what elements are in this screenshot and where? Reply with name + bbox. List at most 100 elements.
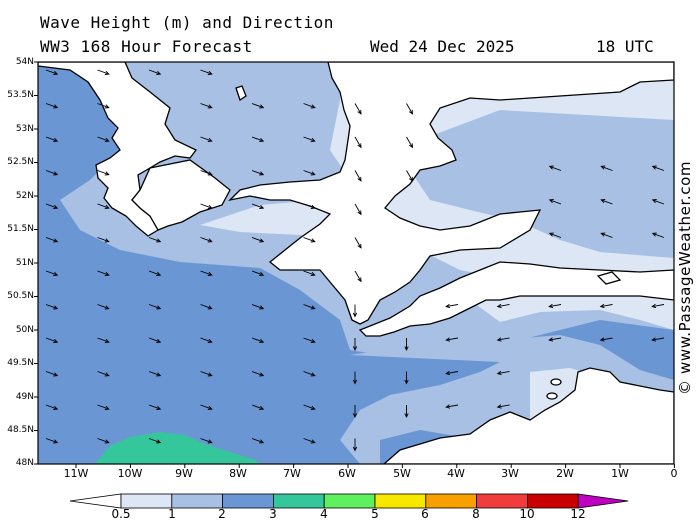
wave-direction-arrow-icon <box>548 199 562 205</box>
lon-label: 1W <box>611 467 629 480</box>
lon-label: 3W <box>501 467 519 480</box>
wave-direction-arrow-icon <box>548 165 562 171</box>
colorbar-swatch <box>527 493 579 509</box>
wave-direction-arrow-icon <box>200 203 213 209</box>
wave-direction-arrow-icon <box>200 438 213 444</box>
wave-direction-arrow-icon <box>548 232 562 238</box>
wave-direction-arrow-icon <box>352 304 358 318</box>
wave-direction-arrow-icon <box>200 170 213 176</box>
wave-direction-arrow-icon <box>354 103 362 115</box>
wave-direction-arrow-icon <box>148 270 162 276</box>
channel-island <box>546 392 558 400</box>
wave-direction-arrow-icon <box>148 337 162 343</box>
wave-direction-arrows <box>45 69 665 452</box>
wave-direction-arrow-icon <box>97 237 110 243</box>
wave-direction-arrow-icon <box>148 438 162 444</box>
wave-direction-arrow-icon <box>600 165 613 171</box>
wave-direction-arrow-icon <box>599 337 613 342</box>
wave-direction-arrow-icon <box>148 404 162 410</box>
wave-direction-arrow-icon <box>352 338 358 352</box>
wave-direction-arrow-icon <box>200 270 213 276</box>
wave-direction-arrow-icon <box>406 136 414 149</box>
wave-direction-arrow-icon <box>251 237 265 243</box>
wave-direction-arrow-icon <box>354 170 362 182</box>
lat-label: 48.5N <box>7 425 34 435</box>
wave-direction-arrow-icon <box>354 270 362 283</box>
lat-label: 52.5N <box>7 157 34 167</box>
map-title: Wave Height (m) and Direction <box>40 13 334 32</box>
wave-direction-arrow-icon <box>200 136 213 142</box>
lat-label: 49.5N <box>7 358 34 368</box>
wave-direction-arrow-icon <box>548 337 562 342</box>
lat-label: 52N <box>15 191 34 201</box>
wave-direction-arrow-icon <box>600 232 613 238</box>
wave-direction-arrow-icon <box>303 337 316 343</box>
sea-3-4m-zone <box>95 432 262 464</box>
wave-direction-arrow-icon <box>651 165 665 171</box>
wave-direction-arrow-icon <box>200 404 213 410</box>
colorbar <box>69 493 629 509</box>
wave-direction-arrow-icon <box>97 203 110 209</box>
wave-direction-arrow-icon <box>404 371 409 385</box>
lon-label: 2W <box>556 467 574 480</box>
wave-direction-arrow-icon <box>404 338 409 352</box>
wave-direction-arrow-icon <box>599 303 613 309</box>
wave-direction-arrow-icon <box>303 304 316 310</box>
wave-direction-arrow-icon <box>354 237 362 249</box>
lat-label: 53.5N <box>7 90 34 100</box>
land-masses <box>38 62 674 464</box>
wave-direction-arrow-icon <box>303 371 316 377</box>
wave-direction-arrow-icon <box>97 270 110 276</box>
forecast-time: 18 UTC <box>596 37 654 56</box>
wave-direction-arrow-icon <box>303 237 316 243</box>
wave-direction-arrow-icon <box>651 337 665 342</box>
lon-label: 5W <box>393 467 411 480</box>
wave-direction-arrow-icon <box>45 404 59 410</box>
wave-direction-arrow-icon <box>45 371 59 377</box>
wave-direction-arrow-icon <box>251 203 265 209</box>
colorbar-swatch <box>374 493 427 509</box>
wave-direction-arrow-icon <box>45 304 59 310</box>
lat-label: 49N <box>15 392 34 402</box>
wave-direction-arrow-icon <box>148 371 162 377</box>
colorbar-upper-arrow <box>577 493 629 509</box>
colorbar-label: 2 <box>218 507 226 521</box>
colorbar-swatch <box>272 493 325 509</box>
colorbar-swatch <box>425 493 477 509</box>
model-forecast-label: WW3 168 Hour Forecast <box>40 37 253 56</box>
wave-direction-arrow-icon <box>496 404 510 409</box>
wales-land <box>228 62 674 325</box>
wave-direction-arrow-icon <box>303 270 316 276</box>
lon-label: 6W <box>338 467 356 480</box>
wave-direction-arrow-icon <box>303 438 316 444</box>
wave-direction-arrow-icon <box>97 404 110 410</box>
wave-direction-arrow-icon <box>200 371 213 377</box>
colorbar-label: 5 <box>371 507 379 521</box>
lon-label: 7W <box>283 467 301 480</box>
colorbar-label: 8 <box>472 507 480 521</box>
wave-direction-arrow-icon <box>496 303 510 309</box>
ireland-south-coast <box>131 159 231 231</box>
wave-direction-arrow-icon <box>200 337 213 343</box>
colorbar-label: 10 <box>519 507 535 521</box>
wave-direction-arrow-icon <box>445 303 459 309</box>
wave-direction-arrow-icon <box>45 136 59 142</box>
wave-direction-arrow-icon <box>445 404 459 409</box>
isle-of-man <box>235 85 247 102</box>
colorbar-swatch <box>171 493 224 509</box>
lat-label: 50N <box>15 325 34 335</box>
wave-direction-arrow-icon <box>352 405 358 419</box>
wave-direction-arrow-icon <box>45 438 59 444</box>
lat-label: 54N <box>15 57 34 67</box>
wave-direction-arrow-icon <box>97 136 110 142</box>
wave-direction-arrow-icon <box>97 69 110 75</box>
colorbar-swatch <box>222 493 274 509</box>
wave-direction-arrow-icon <box>45 69 59 75</box>
wave-direction-arrow-icon <box>45 103 59 109</box>
wave-direction-arrow-icon <box>303 203 316 209</box>
wave-direction-arrow-icon <box>97 170 110 176</box>
wave-direction-arrow-icon <box>354 203 362 216</box>
wave-direction-arrow-icon <box>45 237 59 243</box>
forecast-date: Wed 24 Dec 2025 <box>370 37 515 56</box>
